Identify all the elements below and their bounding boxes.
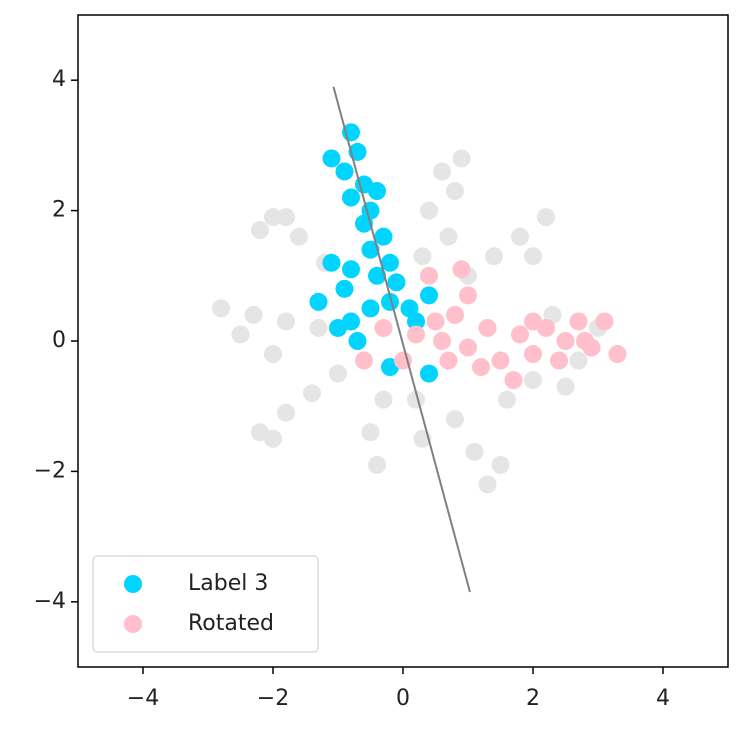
point bbox=[309, 292, 328, 311]
point bbox=[472, 358, 490, 377]
background-point bbox=[452, 149, 471, 168]
background-point bbox=[524, 371, 542, 390]
background-point bbox=[491, 455, 510, 474]
point bbox=[342, 260, 360, 279]
background-point bbox=[511, 227, 529, 246]
point bbox=[355, 351, 373, 370]
point bbox=[348, 332, 367, 350]
background-point bbox=[277, 403, 295, 422]
background-point bbox=[309, 318, 328, 337]
point bbox=[420, 364, 438, 383]
background-point bbox=[420, 201, 438, 220]
background-point bbox=[264, 345, 282, 364]
point bbox=[322, 149, 341, 168]
point bbox=[550, 351, 568, 370]
point bbox=[368, 266, 386, 285]
point bbox=[407, 312, 425, 331]
legend-label: Label 3 bbox=[188, 571, 268, 596]
point bbox=[426, 312, 445, 331]
background-point bbox=[277, 312, 295, 331]
point bbox=[361, 240, 380, 259]
background-point bbox=[446, 182, 464, 201]
background-point bbox=[413, 247, 432, 266]
background-point bbox=[433, 162, 451, 181]
background-point bbox=[264, 429, 282, 448]
x-tick-label: 2 bbox=[526, 686, 540, 711]
background-point bbox=[524, 247, 542, 266]
point bbox=[524, 345, 542, 364]
point bbox=[478, 318, 497, 337]
point bbox=[342, 188, 360, 207]
x-tick-label: 0 bbox=[396, 686, 410, 711]
background-point bbox=[277, 208, 295, 227]
point bbox=[374, 318, 393, 337]
point bbox=[374, 227, 393, 246]
point bbox=[335, 279, 354, 298]
point bbox=[407, 325, 425, 344]
background-point bbox=[329, 364, 347, 383]
point bbox=[608, 345, 627, 364]
x-tick-label: 4 bbox=[656, 686, 670, 711]
point bbox=[491, 351, 510, 370]
background-point bbox=[439, 227, 458, 246]
x-tick-label: −2 bbox=[257, 686, 289, 711]
y-tick-label: −2 bbox=[34, 458, 66, 483]
point bbox=[329, 318, 347, 337]
y-tick-label: −4 bbox=[34, 589, 66, 614]
point bbox=[439, 351, 458, 370]
background-point bbox=[264, 208, 282, 227]
point bbox=[420, 266, 438, 285]
point bbox=[459, 338, 477, 357]
background-point bbox=[212, 299, 230, 318]
point bbox=[361, 299, 380, 318]
point bbox=[556, 332, 575, 350]
point bbox=[511, 325, 529, 344]
background-point bbox=[465, 442, 484, 461]
background-point bbox=[569, 351, 588, 370]
point bbox=[569, 312, 588, 331]
y-tick-label: 4 bbox=[52, 67, 66, 92]
y-tick-label: 2 bbox=[52, 198, 66, 223]
background-point bbox=[498, 390, 516, 409]
point bbox=[381, 292, 399, 311]
background-point bbox=[231, 325, 250, 344]
point bbox=[322, 253, 341, 272]
point bbox=[335, 162, 354, 181]
background-point bbox=[244, 305, 263, 324]
background-point bbox=[485, 247, 503, 266]
point bbox=[452, 260, 471, 279]
point bbox=[459, 286, 477, 305]
background-point bbox=[303, 384, 321, 403]
background-point bbox=[407, 390, 425, 409]
point bbox=[381, 253, 399, 272]
point bbox=[524, 312, 542, 331]
point bbox=[576, 332, 594, 350]
background-point bbox=[478, 475, 497, 494]
point bbox=[420, 286, 438, 305]
legend-box bbox=[92, 555, 319, 653]
point bbox=[368, 182, 386, 201]
background-point bbox=[290, 227, 308, 246]
legend-marker bbox=[124, 615, 142, 633]
background-point bbox=[537, 208, 555, 227]
x-tick-label: −4 bbox=[127, 686, 159, 711]
fit-line bbox=[332, 86, 471, 593]
y-tick-label: 0 bbox=[52, 328, 66, 353]
legend-label: Rotated bbox=[188, 611, 274, 636]
point bbox=[387, 273, 406, 292]
background-point bbox=[361, 423, 380, 442]
legend-marker bbox=[124, 575, 142, 593]
background-point bbox=[446, 410, 464, 429]
background-point bbox=[556, 377, 575, 396]
background-point bbox=[368, 455, 386, 474]
background-point bbox=[374, 390, 393, 409]
point bbox=[504, 371, 523, 390]
background-point bbox=[251, 221, 269, 240]
legend: Label 3 Rotated bbox=[92, 555, 319, 653]
point bbox=[595, 312, 614, 331]
point bbox=[433, 332, 451, 350]
point bbox=[446, 305, 464, 324]
point bbox=[394, 351, 412, 370]
